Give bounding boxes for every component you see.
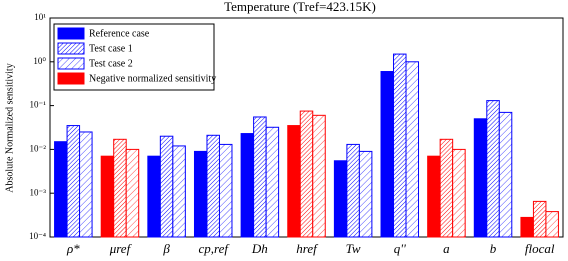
y-tick-label: 10¹	[34, 12, 46, 22]
bar	[206, 134, 220, 238]
y-tick-label: 10⁻¹	[30, 100, 47, 110]
legend-label: Test case 1	[89, 43, 133, 54]
bar	[172, 145, 186, 238]
x-tick-label: Tw	[346, 241, 361, 256]
bar	[380, 71, 395, 238]
y-axis-label: Absolute Normalized sensitivity	[4, 63, 15, 192]
bar	[218, 143, 233, 238]
bar	[100, 155, 115, 238]
x-tick-label: β	[162, 241, 170, 256]
x-tick-label: q''	[394, 241, 406, 256]
bar	[486, 100, 500, 238]
x-tick-label: μref	[109, 241, 133, 256]
bar	[125, 148, 140, 238]
y-tick-label: 10⁻³	[30, 187, 47, 197]
y-tick-label: 10⁻⁴	[29, 231, 46, 241]
legend-swatch	[57, 42, 85, 55]
bar	[312, 114, 326, 238]
bar	[545, 211, 559, 238]
y-tick-label: 10⁰	[33, 56, 46, 66]
bar	[498, 111, 513, 238]
bar	[532, 200, 547, 238]
bar	[452, 148, 466, 238]
x-tick-label: ρ*	[66, 241, 80, 256]
bar	[427, 155, 441, 238]
x-tick-label: Dh	[251, 241, 268, 256]
x-tick-label: b	[490, 241, 497, 256]
legend-swatch	[57, 72, 85, 85]
bar	[193, 150, 208, 238]
bar	[346, 143, 360, 238]
bar	[253, 116, 267, 238]
x-tick-label: flocal	[525, 241, 555, 256]
bar	[358, 150, 373, 238]
legend-swatch	[57, 27, 85, 40]
x-tick-label: a	[443, 241, 450, 256]
legend-label: Negative normalized sensitivity	[89, 73, 216, 84]
bar	[54, 141, 68, 238]
bar	[113, 138, 127, 238]
bar	[147, 155, 161, 238]
bar	[473, 118, 488, 238]
bar	[520, 216, 534, 238]
chart-title: Temperature (Tref=423.15K)	[224, 0, 376, 14]
bar	[405, 61, 420, 238]
bar	[393, 53, 407, 238]
bar	[66, 125, 81, 238]
bar	[265, 126, 280, 238]
bar	[159, 135, 174, 238]
x-tick-label: cp,ref	[198, 241, 230, 256]
bar	[439, 138, 454, 238]
y-tick-label: 10⁻²	[30, 143, 47, 153]
bar	[287, 125, 301, 238]
bar	[240, 133, 255, 238]
legend-label: Test case 2	[89, 58, 133, 69]
legend-swatch	[57, 57, 85, 70]
bar	[299, 110, 314, 238]
legend-label: Reference case	[89, 28, 150, 39]
bar	[333, 160, 348, 238]
bar	[79, 131, 93, 238]
x-tick-label: href	[296, 241, 319, 256]
